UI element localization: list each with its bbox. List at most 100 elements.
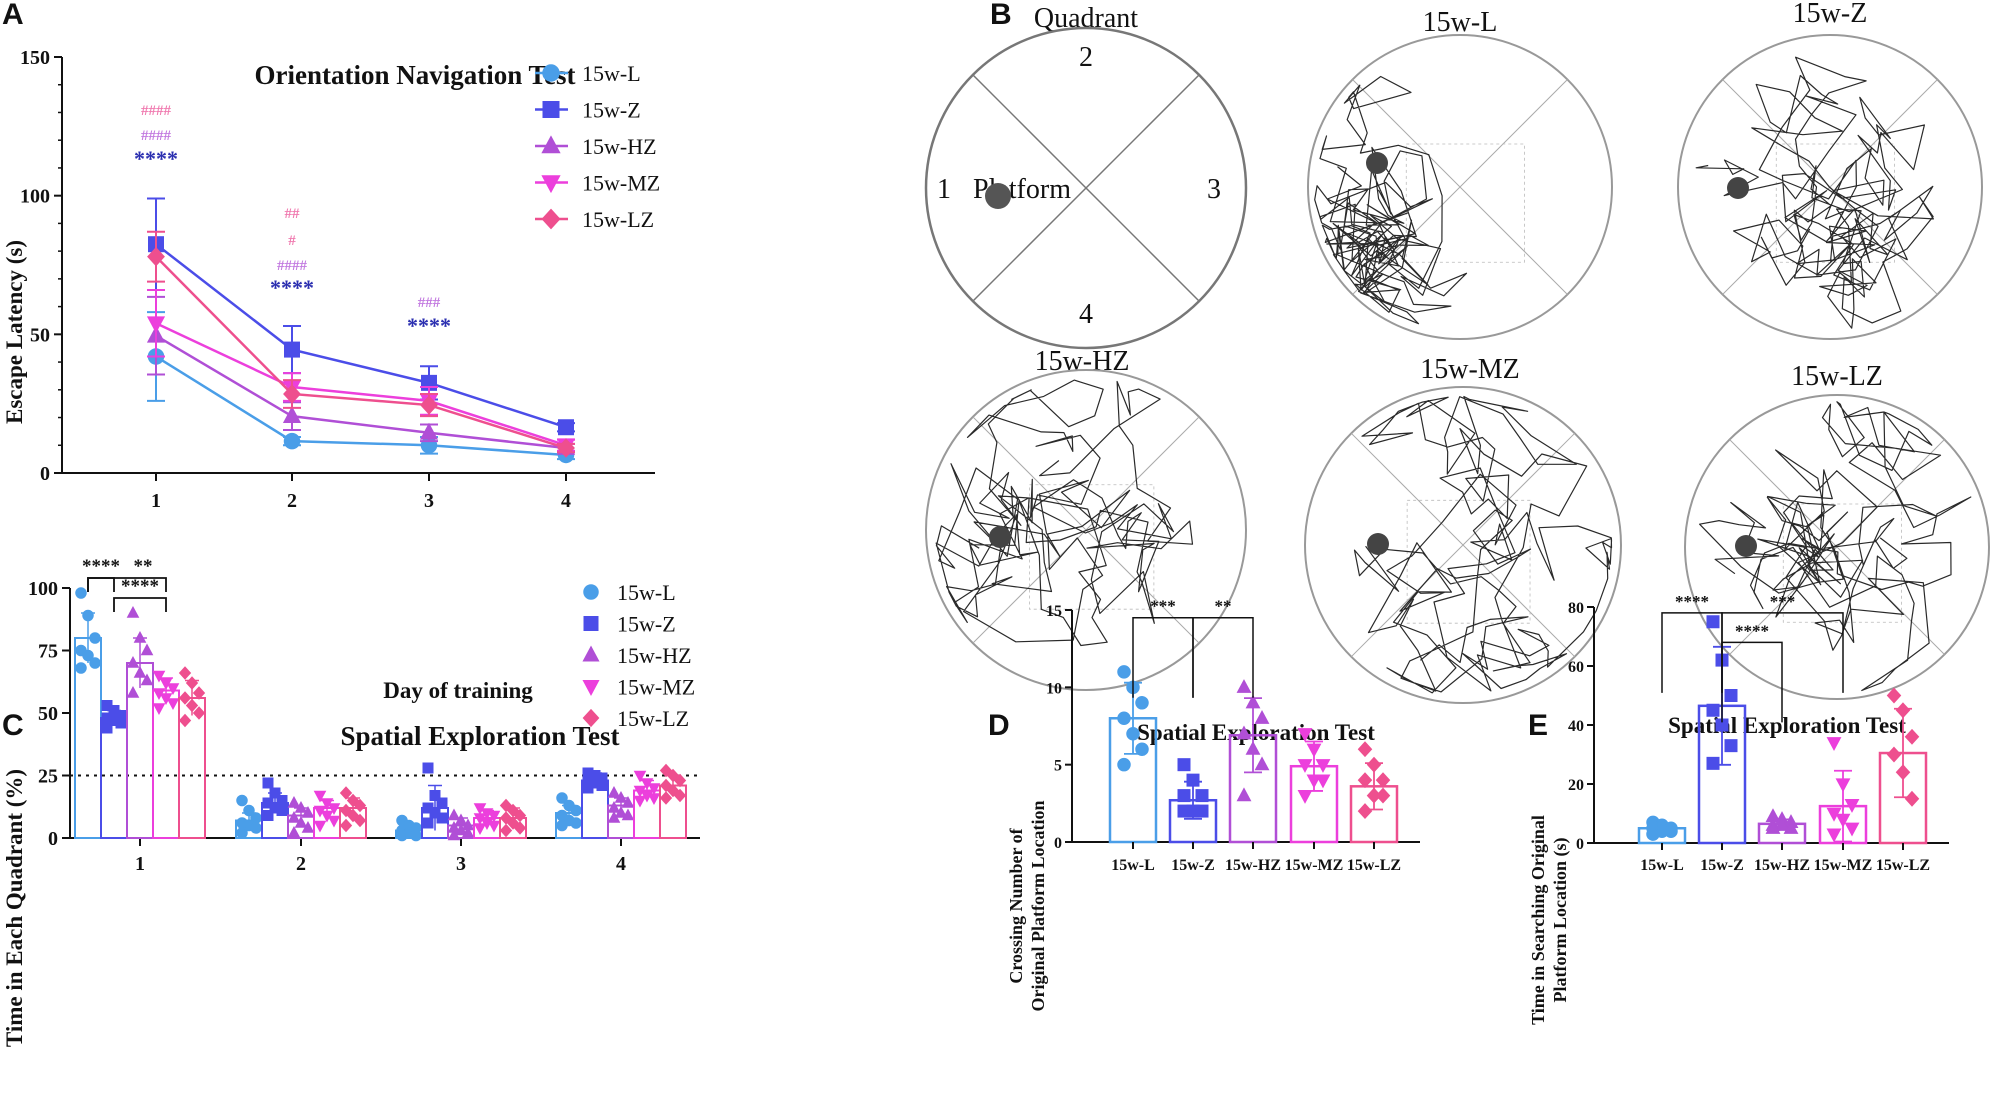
data-point — [282, 406, 302, 424]
data-point — [1774, 817, 1790, 831]
data-point — [436, 797, 448, 809]
data-point — [147, 246, 165, 267]
data-point — [487, 820, 501, 833]
data-point — [461, 825, 475, 838]
data-point — [621, 808, 635, 821]
y-tick-label: 0 — [48, 828, 58, 850]
platform-marker — [1366, 152, 1388, 174]
y-tick-label: 15 — [1046, 603, 1062, 620]
chart-a-series — [146, 197, 576, 464]
chart-a-title: Orientation Navigation Test — [254, 60, 575, 90]
data-point — [1236, 679, 1252, 693]
legend-marker — [541, 208, 561, 230]
chart-d-y-axis-title-line1: Crossing Number of — [1006, 827, 1026, 983]
data-point — [185, 698, 199, 713]
data-point — [396, 829, 408, 842]
data-point — [140, 673, 154, 686]
data-point — [82, 649, 94, 662]
chart-c-title: Spatial Exploration Test — [340, 721, 619, 751]
bar — [126, 662, 154, 839]
panel-d-bar-chart: D Spatial Exploration Test Crossing Numb… — [988, 597, 1420, 1012]
significance-bracket — [1721, 641, 1783, 723]
data-point — [633, 770, 647, 783]
data-point — [513, 821, 527, 835]
data-point — [75, 587, 87, 599]
data-point — [1706, 703, 1720, 717]
data-point — [621, 795, 635, 808]
x-tick-label: 1 — [135, 853, 145, 875]
y-tick-label: 25 — [38, 766, 58, 788]
bar — [152, 689, 180, 839]
legend-label: 15w-HZ — [582, 134, 657, 159]
panel-letter-d: D — [988, 709, 1010, 742]
data-point — [447, 828, 461, 841]
data-point — [487, 810, 501, 823]
significance-label: **** — [407, 313, 451, 338]
track-label-15w-mz: 15w-MZ — [1420, 354, 1520, 385]
data-point — [1245, 740, 1261, 755]
data-point — [558, 419, 574, 436]
x-tick-label: 15w-L — [1640, 857, 1684, 874]
swim-track-map — [925, 369, 1247, 691]
data-point — [313, 820, 327, 833]
chart-a-y-axis-title: Escape Latency (s) — [2, 240, 27, 424]
data-point — [1177, 758, 1191, 772]
data-point — [614, 790, 628, 803]
data-point — [115, 717, 127, 729]
chart-e-y-axis-title-line2: Platform Location (s) — [1550, 838, 1571, 1003]
quadrant-divider — [1350, 432, 1576, 658]
data-point — [1186, 773, 1200, 787]
data-point — [570, 804, 582, 817]
data-point — [192, 706, 206, 720]
data-point — [582, 782, 594, 794]
data-point — [89, 657, 101, 669]
data-point — [185, 676, 199, 690]
data-point — [607, 785, 621, 798]
chart-d-y-axis-title-line2: Original Platform Location — [1028, 801, 1048, 1012]
data-point — [1117, 711, 1131, 726]
data-point — [140, 643, 154, 656]
data-point — [236, 794, 248, 807]
data-point — [283, 432, 301, 450]
quadrant-label-2: 2 — [1079, 42, 1093, 73]
panel-letter-b: B — [990, 0, 1012, 31]
y-tick-label: 20 — [1568, 777, 1584, 794]
y-tick-label: 50 — [38, 703, 58, 725]
y-tick-label: 0 — [1576, 836, 1584, 853]
legend-label: 15w-MZ — [582, 171, 660, 196]
data-point — [262, 810, 274, 821]
data-point — [287, 795, 301, 808]
legend-marker — [582, 645, 600, 662]
schematic-title: Quadrant — [1034, 3, 1138, 34]
legend-marker — [583, 584, 599, 600]
data-point — [1177, 789, 1191, 803]
quadrant-label-4: 4 — [1079, 299, 1093, 330]
legend-marker — [542, 101, 560, 118]
chart-a-x-axis-title: Day of training — [383, 678, 533, 703]
data-point — [1646, 827, 1660, 841]
data-point — [419, 422, 439, 440]
platform-marker — [1367, 533, 1389, 555]
data-point — [1177, 804, 1191, 818]
data-point — [1724, 689, 1738, 702]
target-zone — [1782, 503, 1902, 623]
x-tick-label: 15w-Z — [1171, 857, 1215, 874]
data-point — [1895, 702, 1911, 719]
panel-letter-a: A — [2, 0, 24, 31]
chart-c-bars — [74, 587, 687, 842]
y-tick-label: 0 — [40, 463, 50, 485]
data-point — [473, 823, 487, 836]
data-point — [243, 804, 255, 817]
data-point — [422, 762, 434, 774]
swim-path — [1695, 56, 1935, 329]
significance-label: **** — [134, 146, 178, 171]
data-point — [447, 808, 461, 821]
series-line — [155, 355, 567, 457]
legend-marker — [541, 175, 561, 194]
panel-letter-c: C — [2, 709, 24, 742]
data-point — [75, 662, 87, 674]
legend-label: 15w-Z — [617, 612, 676, 637]
data-point — [262, 777, 274, 789]
data-point — [1306, 774, 1322, 789]
